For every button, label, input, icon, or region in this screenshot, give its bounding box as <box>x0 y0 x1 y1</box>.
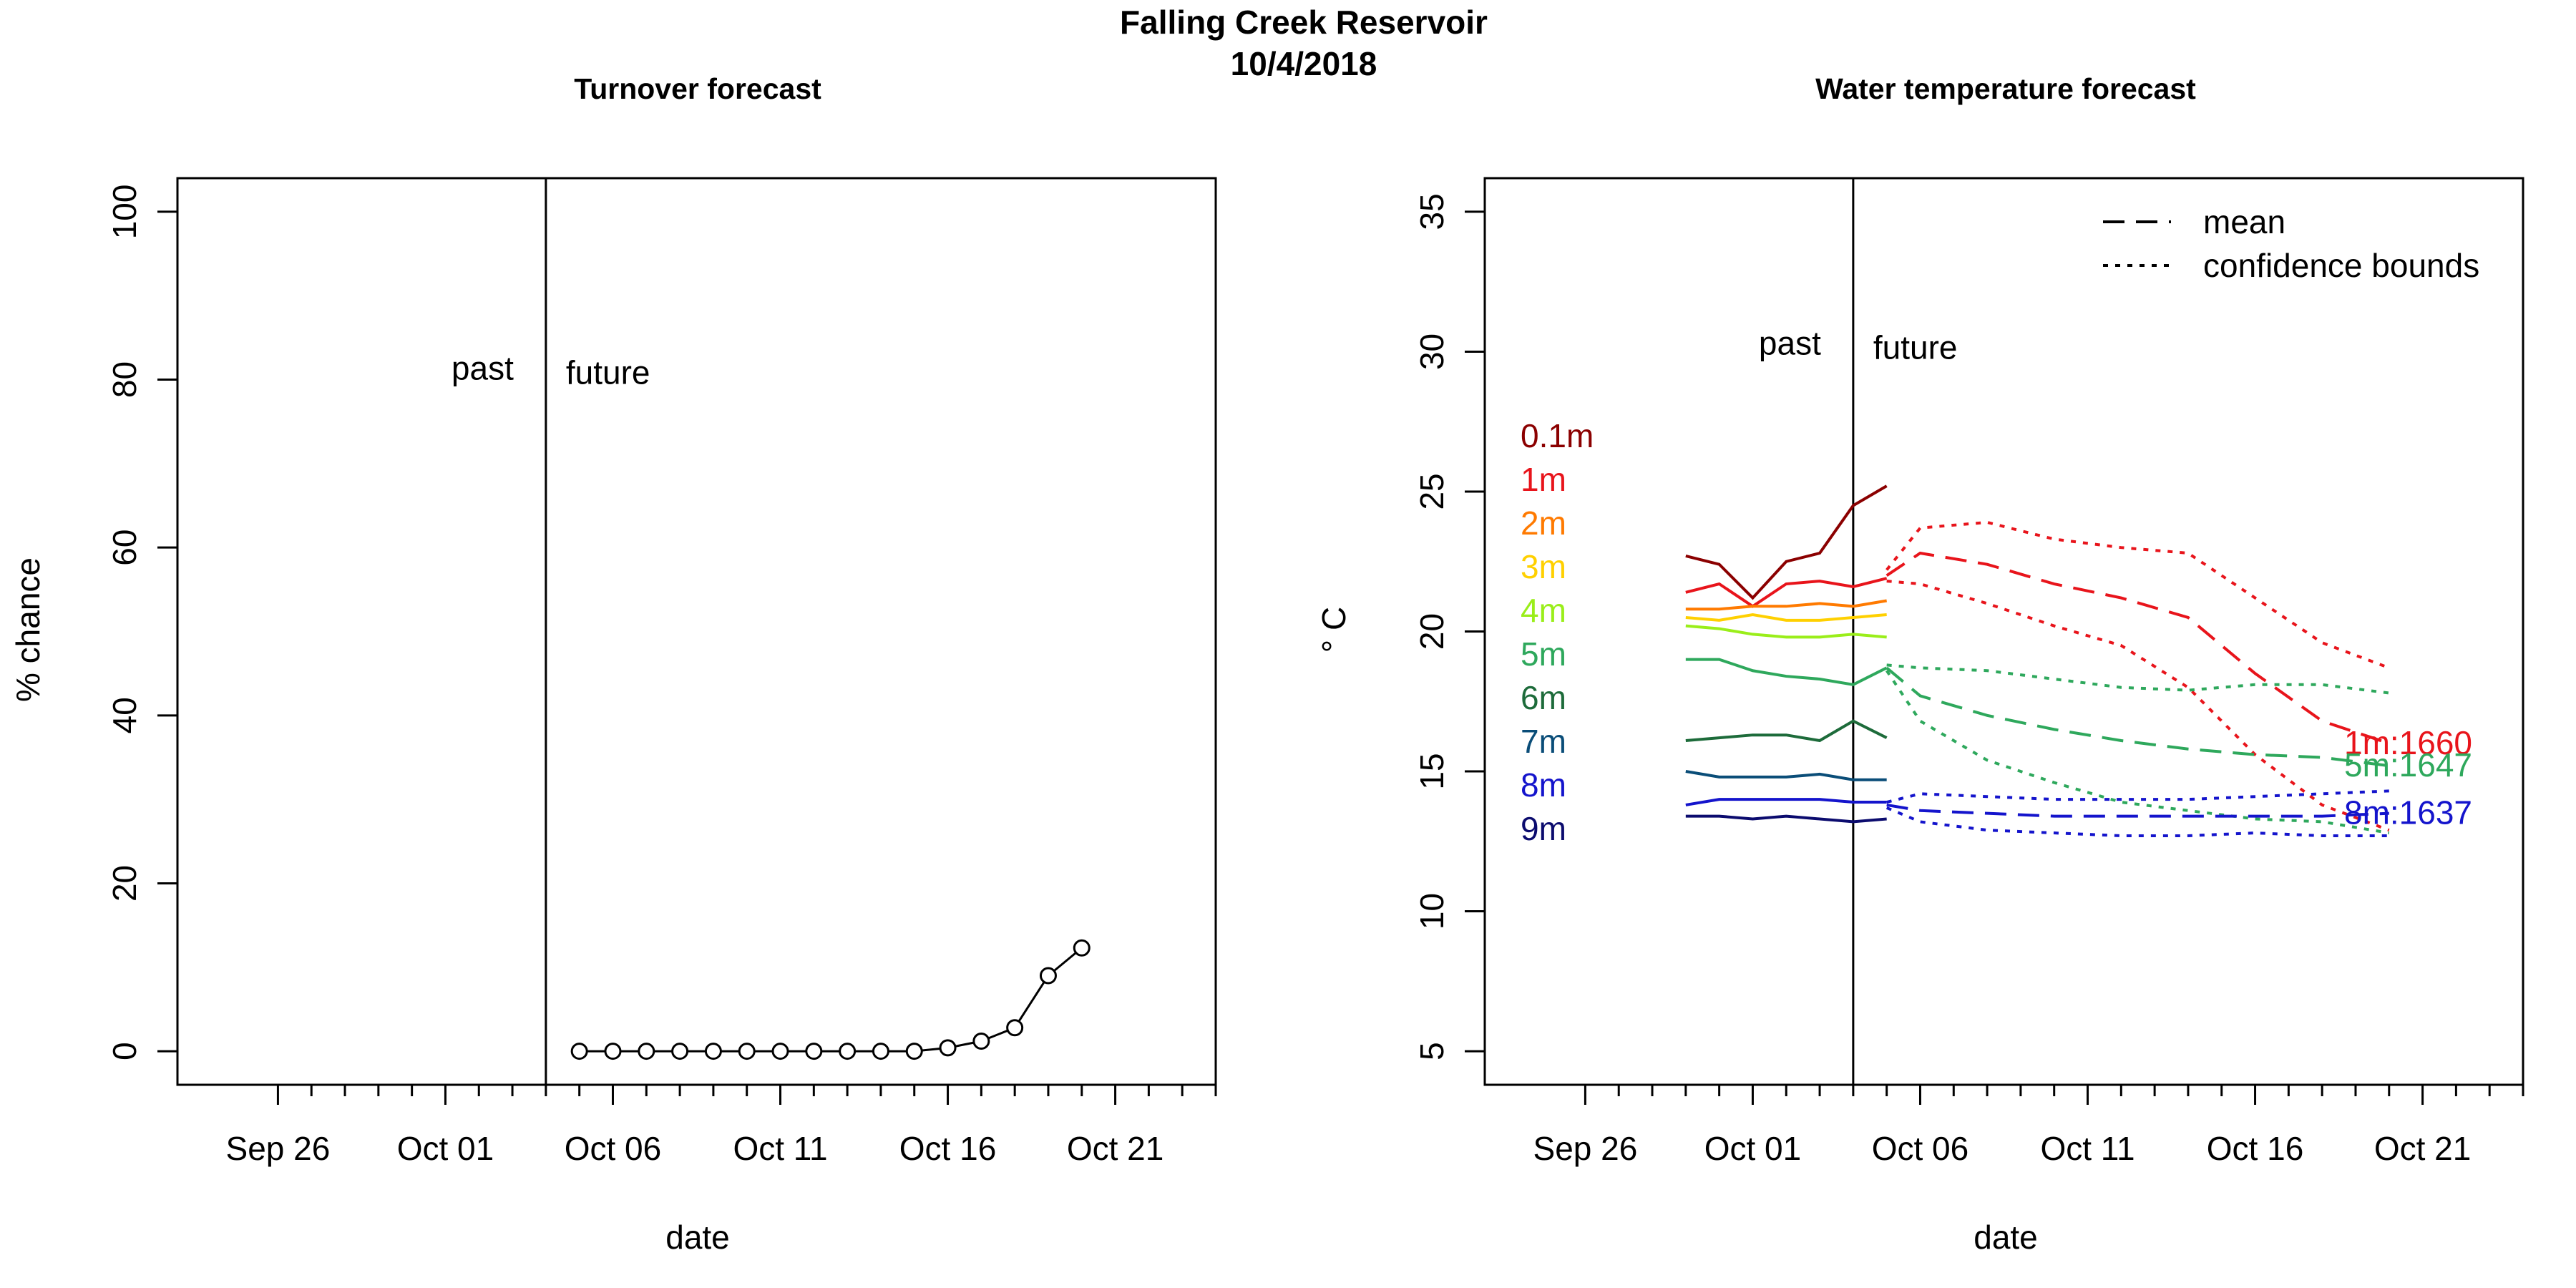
depth-label: 8m <box>1521 766 1566 804</box>
observed-line-4m <box>1685 624 1887 639</box>
forecast-end-label: 5m:1647 <box>2344 746 2472 784</box>
turnover-point <box>1073 939 1091 957</box>
turnover-point <box>939 1039 957 1057</box>
future-label: future <box>1873 328 1958 366</box>
y-tick-label: 10 <box>1413 893 1450 930</box>
y-tick-label: 30 <box>1413 333 1450 370</box>
x-tick-label: Sep 26 <box>1533 1130 1638 1167</box>
turnover-point <box>805 1043 823 1060</box>
observed-line-9m <box>1685 814 1887 824</box>
depth-label: 4m <box>1521 592 1566 629</box>
past-label: past <box>452 350 514 387</box>
x-tick-label: Oct 11 <box>2040 1130 2135 1167</box>
y-tick-label: 35 <box>1413 193 1450 230</box>
x-tick-label: Oct 01 <box>397 1130 494 1167</box>
y-tick-label: 100 <box>106 185 143 240</box>
x-tick-label: Oct 11 <box>733 1130 827 1167</box>
turnover-point <box>738 1043 756 1060</box>
water-temperature-forecast-panel: Water temperature forecast date ° C Sep … <box>1315 72 2524 1256</box>
observed-line-0_1m <box>1685 484 1888 600</box>
forecast-end-label: 8m:1637 <box>2344 794 2472 831</box>
legend-label: mean <box>2203 203 2285 240</box>
depth-label: 6m <box>1521 679 1566 716</box>
x-tick-label: Oct 21 <box>1067 1130 1164 1167</box>
turnover-point <box>839 1043 857 1060</box>
forecast-lower-bound-5m <box>1885 670 2390 835</box>
figure-date: 10/4/2018 <box>1231 45 1377 82</box>
turnover-point <box>671 1043 689 1060</box>
x-tick-label: Oct 16 <box>899 1130 997 1167</box>
past-label: past <box>1759 324 1821 361</box>
forecast-upper-bound-1m <box>1885 520 2390 670</box>
forecast-upper-bound-8m <box>1886 789 2389 804</box>
turnover-y-axis-label: % chance <box>9 557 47 702</box>
turnover-point <box>905 1043 923 1060</box>
y-tick-label: 20 <box>1413 613 1450 650</box>
turnover-point <box>771 1043 789 1060</box>
y-tick-label: 5 <box>1413 1042 1450 1060</box>
depth-label: 3m <box>1521 548 1566 585</box>
turnover-point <box>704 1043 722 1060</box>
y-tick-label: 40 <box>106 697 143 733</box>
observed-line-8m <box>1685 798 1887 806</box>
forecast-mean-8m <box>1886 803 2389 818</box>
y-tick-label: 0 <box>106 1042 143 1060</box>
turnover-point <box>972 1032 990 1050</box>
observed-line-6m <box>1685 719 1888 743</box>
turnover-x-axis-label: date <box>665 1219 730 1256</box>
forecast-lower-bound-8m <box>1885 806 2389 837</box>
observed-line-2m <box>1685 599 1888 611</box>
future-label: future <box>566 354 650 391</box>
y-tick-label: 60 <box>106 530 143 566</box>
turnover-point <box>638 1043 655 1060</box>
x-tick-label: Oct 01 <box>1704 1130 1802 1167</box>
x-tick-label: Sep 26 <box>226 1130 331 1167</box>
temperature-x-axis-label: date <box>1974 1219 2038 1256</box>
y-tick-label: 80 <box>106 361 143 398</box>
observed-line-3m <box>1685 613 1887 622</box>
forecast-end-label: 1m:1660 <box>2344 724 2472 761</box>
depth-label: 9m <box>1521 810 1566 847</box>
figure-title: Falling Creek Reservoir <box>1120 4 1488 41</box>
y-tick-label: 20 <box>106 865 143 902</box>
turnover-point <box>570 1043 588 1060</box>
x-tick-label: Oct 06 <box>1872 1130 1969 1167</box>
observed-line-5m <box>1685 658 1888 686</box>
x-tick-label: Oct 21 <box>2374 1130 2472 1167</box>
forecast-upper-bound-5m <box>1886 663 2390 695</box>
depth-label: 1m <box>1521 461 1566 498</box>
x-tick-label: Oct 16 <box>2207 1130 2304 1167</box>
depth-label: 0.1m <box>1521 417 1594 454</box>
temperature-y-axis-label: ° C <box>1315 607 1352 653</box>
turnover-forecast-panel: Turnover forecast date % chance Sep 26 Oc… <box>9 72 1217 1256</box>
legend-label: confidence bounds <box>2203 247 2479 284</box>
turnover-point <box>1006 1019 1024 1037</box>
forecast-mean-1m <box>1885 551 2390 745</box>
turnover-point <box>604 1043 622 1060</box>
turnover-point <box>1039 967 1057 985</box>
turnover-point <box>872 1043 889 1060</box>
turnover-chart-title: Turnover forecast <box>574 72 821 105</box>
observed-line-1m <box>1685 577 1888 608</box>
plot-frame <box>176 177 1217 1086</box>
turnover-series-line <box>579 947 1083 1053</box>
depth-label: 5m <box>1521 635 1566 673</box>
forecast-mean-5m <box>1885 666 2390 768</box>
observed-line-7m <box>1685 770 1887 781</box>
y-tick-label: 15 <box>1413 753 1450 789</box>
x-tick-label: Oct 06 <box>565 1130 662 1167</box>
depth-label: 2m <box>1521 504 1566 542</box>
y-tick-label: 25 <box>1413 473 1450 509</box>
forecast-lower-bound-1m <box>1886 580 2390 832</box>
depth-label: 7m <box>1521 723 1566 760</box>
temperature-chart-title: Water temperature forecast <box>1815 72 2196 105</box>
